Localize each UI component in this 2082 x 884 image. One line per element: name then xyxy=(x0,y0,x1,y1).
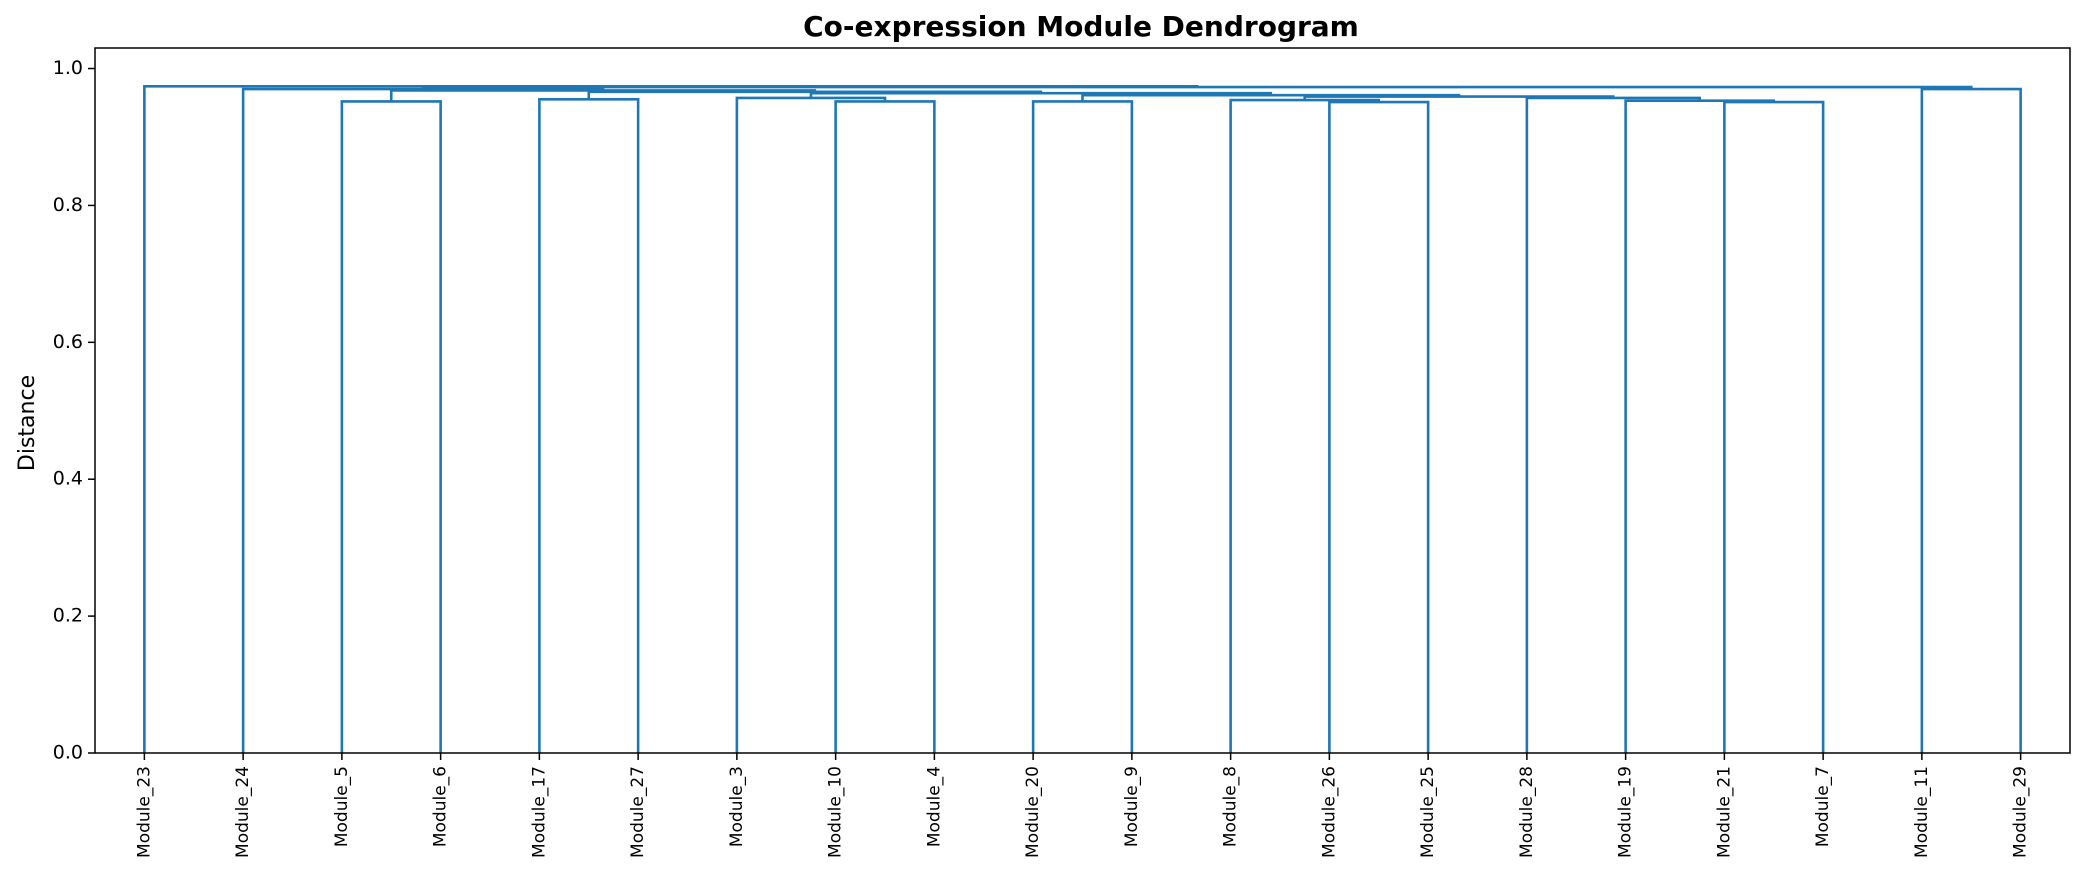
y-tick-label: 0.2 xyxy=(53,605,83,627)
leaf-label: Module_17 xyxy=(529,766,549,858)
dendrogram-link xyxy=(538,98,640,753)
leaf-label: Module_6 xyxy=(431,766,451,847)
dendrogram-link xyxy=(834,100,936,753)
leaf-label: Module_20 xyxy=(1023,766,1043,858)
dendrogram-link xyxy=(1229,98,1381,753)
dendrogram-link xyxy=(735,96,887,753)
leaf-label: Module_9 xyxy=(1122,766,1142,847)
plot-frame xyxy=(94,47,2071,754)
leaf-label: Module_8 xyxy=(1221,766,1241,847)
leaf-label: Module_7 xyxy=(1813,766,1833,847)
leaf-label: Module_25 xyxy=(1418,766,1438,858)
leaf-label: Module_28 xyxy=(1517,766,1537,858)
dendrogram-link xyxy=(421,85,1973,90)
chart-title: Co-expression Module Dendrogram xyxy=(803,10,1359,43)
y-tick-label: 0.4 xyxy=(53,468,83,490)
dendrogram-link xyxy=(340,100,442,753)
y-tick-label: 0.6 xyxy=(53,331,83,353)
y-axis-label: Distance xyxy=(15,375,40,471)
leaf-label: Module_4 xyxy=(924,766,944,847)
leaf-label: Module_19 xyxy=(1616,766,1636,858)
leaf-label: Module_5 xyxy=(332,766,352,847)
dendrogram-link xyxy=(1624,99,1776,753)
dendrogram-link xyxy=(1303,95,1615,101)
leaf-label: Module_10 xyxy=(826,766,846,858)
dendrogram-link xyxy=(241,87,605,753)
dendrogram-link xyxy=(1031,100,1134,753)
dendrogram-link xyxy=(1920,87,2022,753)
dendrogram-link xyxy=(1525,96,1701,753)
leaf-label: Module_27 xyxy=(628,766,648,858)
dendrogram-link xyxy=(143,85,1199,753)
y-tick-label: 0.8 xyxy=(53,194,83,216)
leaf-label: Module_21 xyxy=(1714,766,1734,858)
leaf-label: Module_23 xyxy=(134,766,154,858)
leaf-label: Module_3 xyxy=(727,766,747,847)
dendrogram-link xyxy=(1723,100,1825,753)
leaf-label: Module_11 xyxy=(1912,766,1932,858)
leaf-label: Module_26 xyxy=(1319,766,1339,858)
leaf-label: Module_29 xyxy=(2011,766,2031,858)
dendrogram-link xyxy=(1081,93,1461,102)
dendrogram-link xyxy=(1328,100,1430,753)
dendrogram-link xyxy=(389,89,817,102)
y-tick-label: 0.0 xyxy=(53,742,83,764)
y-tick-label: 1.0 xyxy=(53,57,83,79)
dendrogram-link xyxy=(809,91,1273,98)
dendrogram-links xyxy=(143,85,2022,753)
leaf-label: Module_24 xyxy=(233,766,253,858)
y-axis: 0.0 0.2 0.4 0.6 0.8 1.0 xyxy=(53,57,95,764)
x-axis: Module_23 Module_24 Module_5 Module_6 Module… xyxy=(134,753,2031,858)
